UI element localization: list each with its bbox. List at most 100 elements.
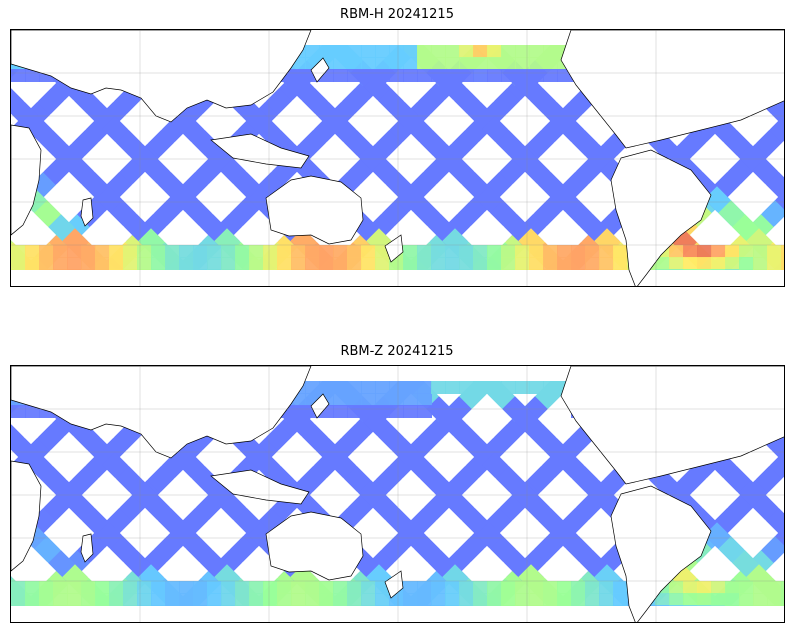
band-cell bbox=[277, 593, 292, 606]
band-cell bbox=[669, 245, 684, 258]
band-cell bbox=[11, 605, 26, 606]
band-cell bbox=[319, 581, 334, 594]
band-cell bbox=[305, 269, 320, 270]
band-cell bbox=[501, 57, 516, 70]
swath-segment bbox=[463, 619, 477, 623]
band-cell bbox=[347, 593, 362, 606]
band-cell bbox=[781, 605, 784, 606]
band-cell bbox=[249, 257, 264, 270]
swath-segment bbox=[235, 619, 249, 623]
band-cell bbox=[361, 593, 376, 606]
band-cell bbox=[417, 57, 432, 70]
band-cell bbox=[543, 57, 558, 70]
band-cell bbox=[11, 257, 26, 270]
swath-segment bbox=[497, 619, 511, 623]
band-cell bbox=[193, 593, 208, 606]
band-cell bbox=[179, 593, 194, 606]
band-cell bbox=[683, 269, 698, 270]
band-cell bbox=[319, 245, 334, 258]
swath-segment bbox=[159, 283, 173, 287]
band-cell bbox=[599, 245, 614, 258]
band-cell bbox=[697, 593, 712, 606]
band-cell bbox=[95, 581, 110, 594]
band-cell bbox=[515, 581, 530, 594]
band-cell bbox=[501, 605, 516, 606]
band-cell bbox=[375, 405, 390, 418]
band-cell bbox=[767, 605, 782, 606]
band-cell bbox=[697, 245, 712, 258]
band-cell bbox=[333, 269, 348, 270]
band-cell bbox=[473, 381, 488, 394]
band-cell bbox=[347, 393, 362, 406]
band-cell bbox=[25, 605, 40, 606]
band-cell bbox=[263, 581, 278, 594]
band-cell bbox=[361, 393, 376, 406]
land-mass bbox=[310, 57, 330, 83]
band-cell bbox=[375, 269, 390, 270]
band-cell bbox=[739, 269, 754, 270]
band-cell bbox=[179, 581, 194, 594]
land-mass bbox=[265, 175, 364, 245]
band-cell bbox=[151, 605, 166, 606]
band-cell bbox=[487, 605, 502, 606]
band-cell bbox=[39, 245, 54, 258]
band-cell bbox=[543, 605, 558, 606]
swath-segment bbox=[269, 619, 283, 623]
land-mass bbox=[560, 30, 784, 149]
band-cell bbox=[375, 381, 390, 394]
land-mass bbox=[80, 197, 94, 227]
band-cell bbox=[389, 69, 404, 82]
band-cell bbox=[81, 269, 96, 270]
band-cell bbox=[333, 605, 348, 606]
band-cell bbox=[165, 269, 180, 270]
band-cell bbox=[193, 245, 208, 258]
band-cell bbox=[739, 257, 754, 270]
band-cell bbox=[39, 269, 54, 270]
swath-segment bbox=[539, 283, 553, 287]
band-cell bbox=[487, 581, 502, 594]
band-cell bbox=[179, 605, 194, 606]
swath-segment bbox=[546, 592, 573, 606]
band-cell bbox=[445, 45, 460, 58]
band-cell bbox=[123, 257, 138, 270]
band-cell bbox=[67, 605, 82, 606]
band-cell bbox=[109, 245, 124, 258]
band-cell bbox=[501, 45, 516, 58]
swath-segment bbox=[539, 619, 553, 623]
band-cell bbox=[543, 245, 558, 258]
band-cell bbox=[473, 581, 488, 594]
band-cell bbox=[515, 269, 530, 270]
band-cell bbox=[459, 245, 474, 258]
band-cell bbox=[95, 605, 110, 606]
band-cell bbox=[725, 269, 740, 270]
band-cell bbox=[767, 269, 782, 270]
swath-segment bbox=[249, 592, 276, 606]
swath-segment bbox=[401, 256, 428, 270]
band-cell bbox=[305, 381, 320, 394]
band-cell bbox=[781, 245, 784, 258]
swath-segment bbox=[21, 592, 48, 606]
band-cell bbox=[53, 581, 68, 594]
band-cell bbox=[207, 605, 222, 606]
band-cell bbox=[529, 381, 544, 394]
band-cell bbox=[445, 605, 460, 606]
band-cell bbox=[235, 593, 250, 606]
band-cell bbox=[571, 605, 586, 606]
swath-segment bbox=[269, 283, 283, 287]
band-cell bbox=[571, 269, 586, 270]
swath-segment bbox=[90, 256, 117, 270]
band-cell bbox=[39, 257, 54, 270]
band-cell bbox=[543, 581, 558, 594]
band-cell bbox=[277, 269, 292, 270]
band-cell bbox=[361, 605, 376, 606]
band-cell bbox=[333, 381, 348, 394]
band-cell bbox=[375, 593, 390, 606]
band-cell bbox=[529, 57, 544, 70]
band-cell bbox=[417, 269, 432, 270]
band-cell bbox=[319, 605, 334, 606]
band-cell bbox=[375, 605, 390, 606]
swath-segment bbox=[41, 283, 55, 287]
band-cell bbox=[193, 605, 208, 606]
band-cell bbox=[613, 605, 628, 606]
swath-segment bbox=[497, 283, 511, 287]
